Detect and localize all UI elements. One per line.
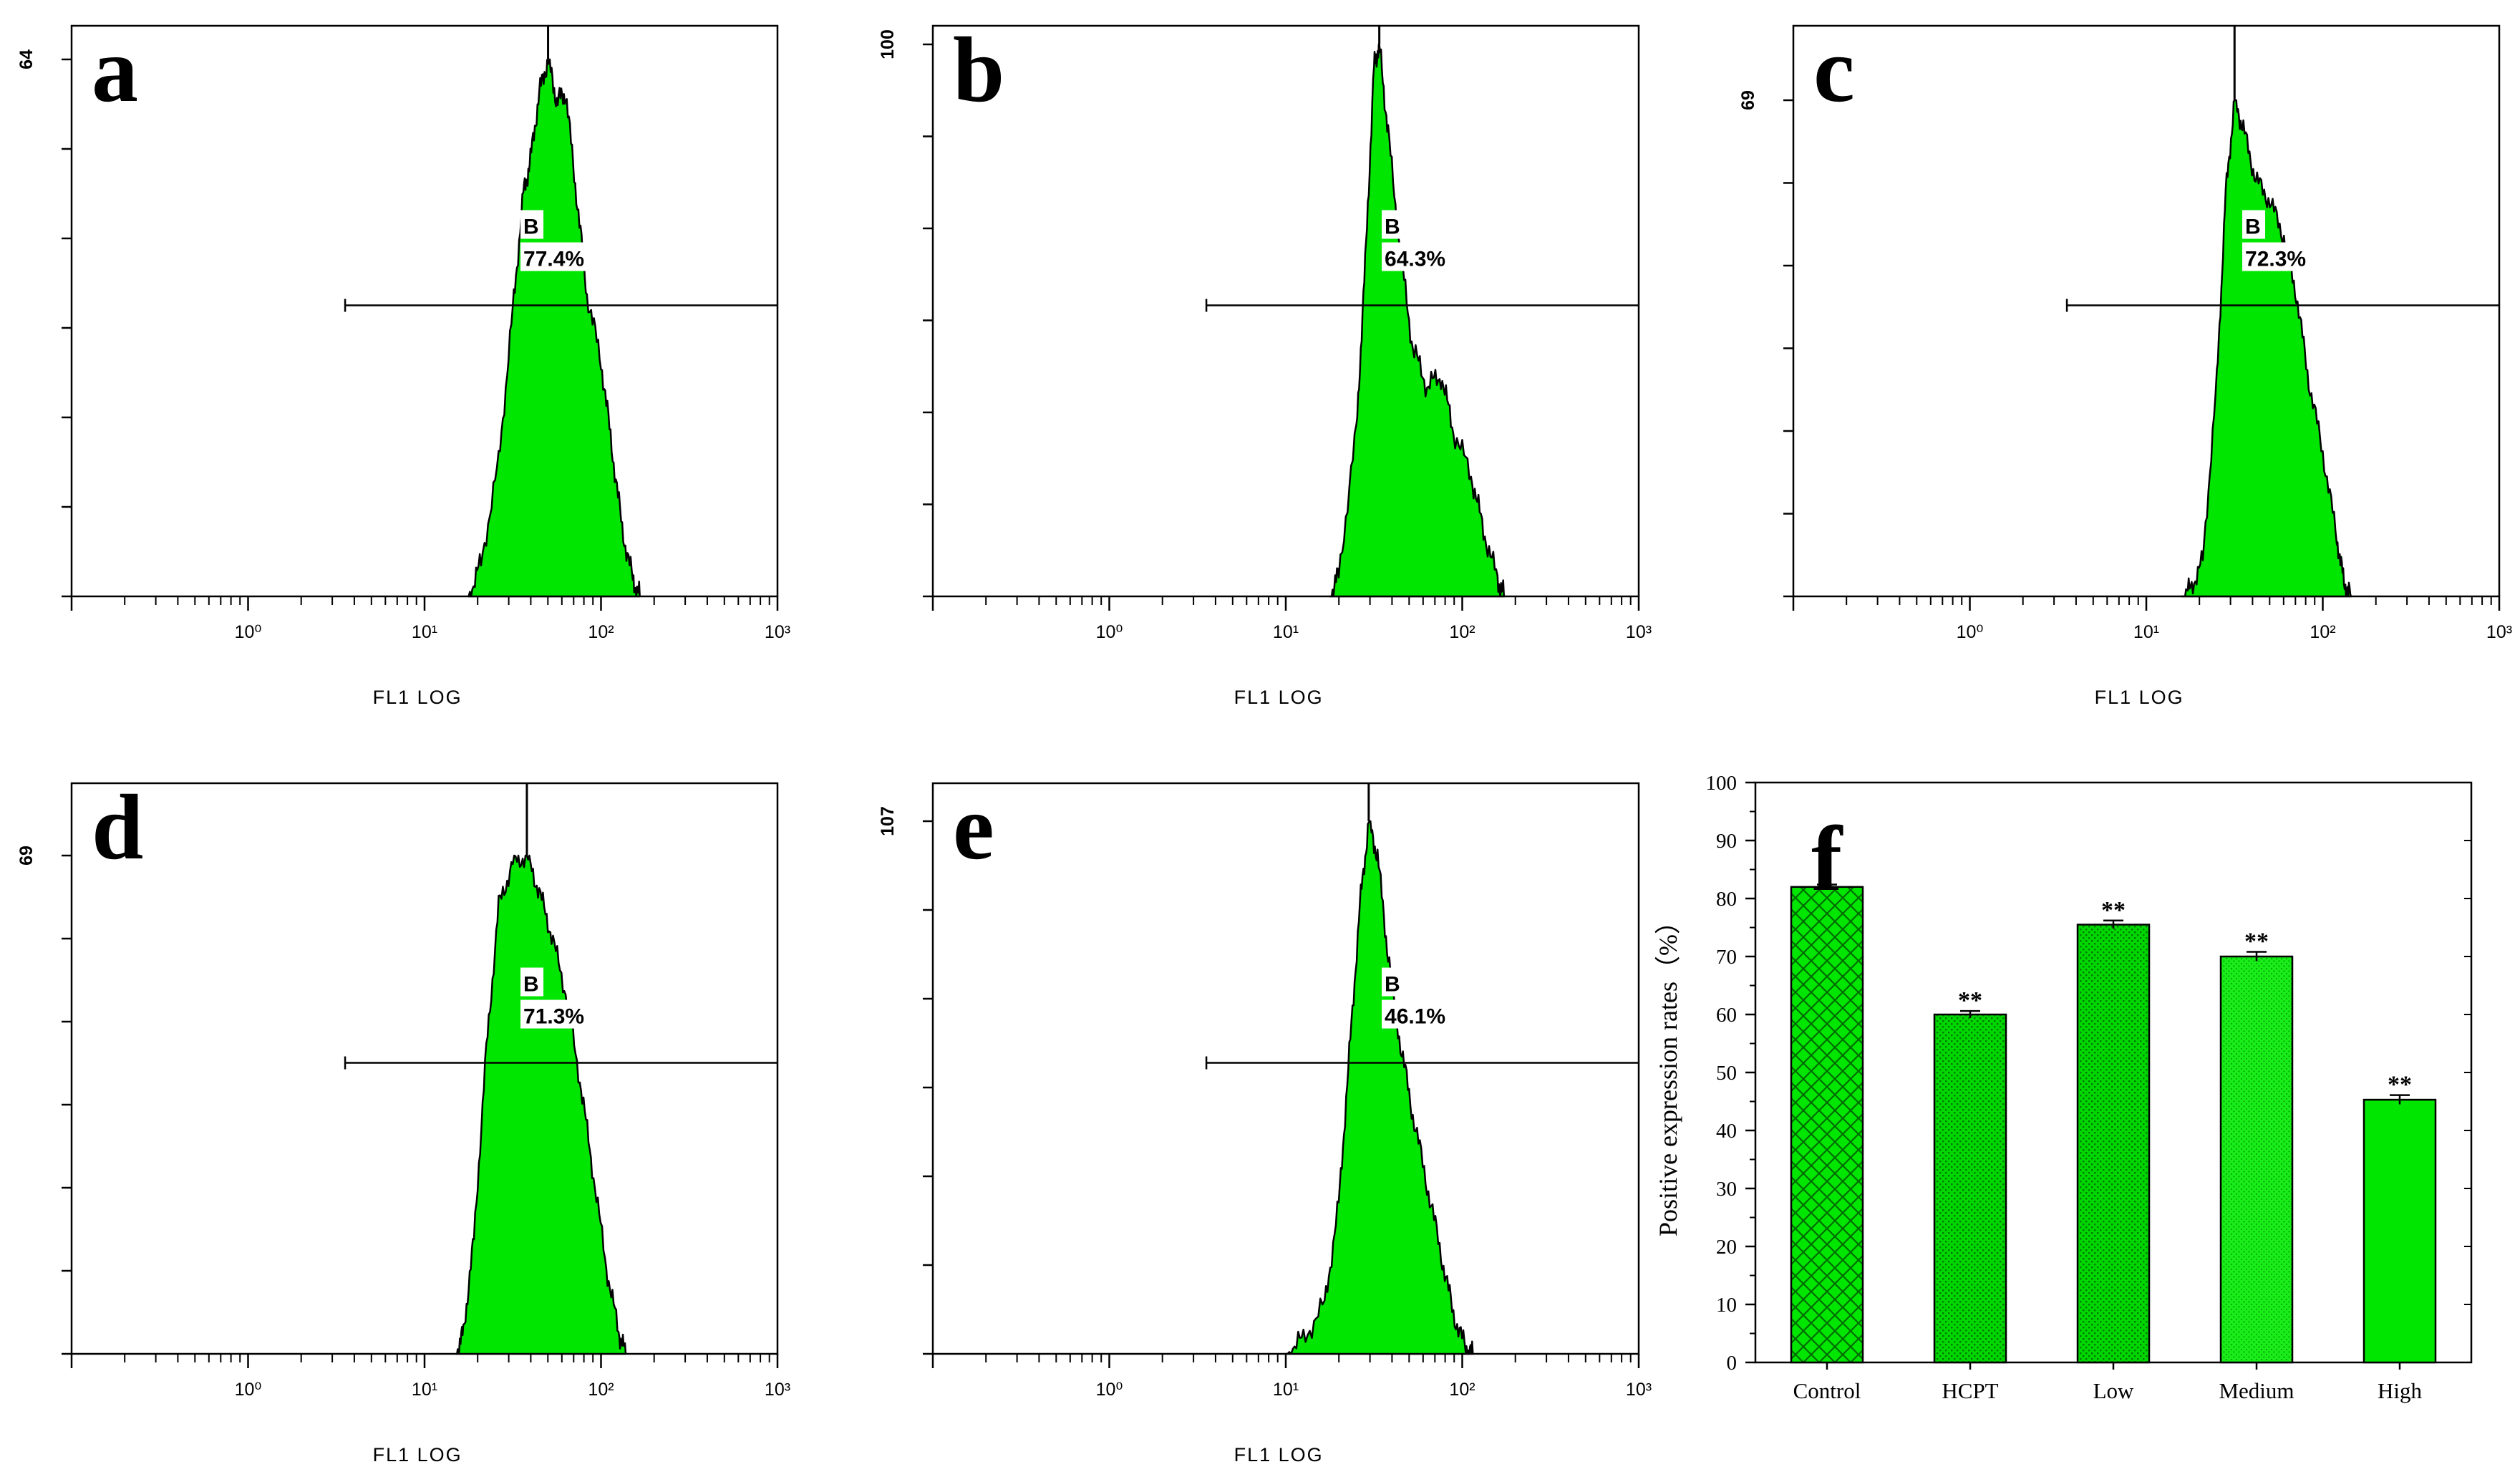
plot-frame — [931, 782, 1640, 1355]
marker-name-bg — [520, 210, 544, 239]
y-tick-label: 40 — [1716, 1120, 1737, 1143]
histogram-area — [2181, 99, 2352, 598]
panel-letter-b: b — [953, 19, 1004, 122]
x-tick-label: 10⁰ — [235, 1380, 262, 1400]
marker-value-bg — [2242, 242, 2320, 271]
marker-value: 77.4% — [523, 248, 584, 271]
panel-letter-f: f — [1811, 808, 1843, 911]
marker-name-bg — [520, 967, 544, 997]
plot-frame — [70, 24, 779, 598]
x-axis-label: FL1 LOG — [1234, 1444, 1324, 1466]
marker-value-bg — [520, 242, 598, 271]
marker-name-bg — [1382, 210, 1405, 239]
y-max-label: 64 — [16, 49, 37, 69]
marker-value: 72.3% — [2245, 248, 2306, 271]
histogram-panel-b: 100 10⁰ 10¹ 10² 10³ FL1 LOG B 64.3% b — [878, 19, 1652, 708]
x-tick-label: 10¹ — [412, 622, 437, 642]
bar-high — [2362, 1098, 2437, 1364]
x-tick-label: 10⁰ — [1096, 622, 1123, 642]
marker-name-bg — [1382, 967, 1405, 997]
histogram-area — [1284, 820, 1474, 1355]
y-max-label: 69 — [1738, 90, 1758, 110]
marker-name: B — [523, 973, 539, 997]
bar-control — [1790, 886, 1864, 1364]
significance-marker: ** — [2244, 929, 2269, 955]
x-tick-label: 10¹ — [412, 1380, 437, 1400]
x-tick-label: 10¹ — [1273, 1380, 1299, 1400]
plot-frame — [70, 782, 779, 1355]
histogram-area — [467, 58, 641, 598]
histogram-panel-a: 64 10⁰ 10¹ 10² 10³ FL1 LOG B 77.4% a — [16, 19, 790, 708]
x-axis-label: FL1 LOG — [2095, 687, 2184, 708]
x-tick-label: HCPT — [1942, 1378, 1998, 1403]
x-tick-label: 10² — [1449, 622, 1475, 642]
plot-frame — [1792, 24, 2501, 598]
marker-value: 46.1% — [1385, 1005, 1445, 1029]
bar-hcpt — [1933, 1013, 2007, 1364]
x-tick-label: 10³ — [2486, 622, 2512, 642]
bar-chart-panel-f: 0 10 20 30 40 50 60 70 80 90 100 Positive expressio… — [1654, 772, 2473, 1403]
y-tick-label: 0 — [1727, 1352, 1738, 1375]
panel-letter-d: d — [92, 776, 143, 879]
bar-medium — [2219, 955, 2294, 1364]
marker-name-bg — [2242, 210, 2266, 239]
y-tick-label: 10 — [1716, 1294, 1737, 1317]
histogram-panel-e: 107 10⁰ 10¹ 10² 10³ FL1 LOG B 46.1% e — [878, 776, 1652, 1466]
x-axis-label: FL1 LOG — [373, 687, 462, 708]
y-max-label: 100 — [878, 29, 898, 59]
x-tick-label: 10² — [2310, 622, 2335, 642]
x-tick-label: 10³ — [765, 622, 790, 642]
marker-name: B — [523, 215, 539, 239]
panel-letter-c: c — [1813, 19, 1855, 122]
x-tick-label: Medium — [2219, 1378, 2294, 1403]
marker-value: 71.3% — [523, 1005, 584, 1029]
marker-value-bg — [1382, 999, 1460, 1029]
y-tick-label: 30 — [1716, 1178, 1737, 1201]
bar-low — [2076, 924, 2151, 1364]
x-tick-label: Low — [2093, 1378, 2134, 1403]
y-tick-label: 80 — [1716, 888, 1737, 911]
y-tick-label: 90 — [1716, 830, 1737, 853]
y-max-label: 69 — [16, 846, 37, 866]
marker-value: 64.3% — [1385, 248, 1445, 271]
x-axis-label: FL1 LOG — [1234, 687, 1324, 708]
x-tick-label: 10¹ — [1273, 622, 1299, 642]
panel-letter-a: a — [92, 19, 138, 122]
x-tick-label: Control — [1793, 1378, 1861, 1403]
x-axis-label: FL1 LOG — [373, 1444, 462, 1466]
marker-name: B — [1385, 973, 1400, 997]
significance-marker: ** — [2101, 897, 2126, 924]
marker-name: B — [1385, 215, 1400, 239]
x-tick-label: 10⁰ — [235, 622, 262, 642]
marker-name: B — [2245, 215, 2261, 239]
significance-marker: ** — [1958, 987, 1982, 1014]
y-axis-label: Positive expression rates（%） — [1654, 909, 1682, 1236]
y-tick-label: 60 — [1716, 1004, 1737, 1027]
significance-marker: ** — [2388, 1072, 2412, 1098]
histogram-panel-c: 69 10⁰ 10¹ 10² 10³ FL1 LOG B 72.3% c — [1738, 19, 2512, 708]
x-tick-label: 10² — [588, 1380, 614, 1400]
y-tick-label: 50 — [1716, 1062, 1737, 1085]
marker-value-bg — [520, 999, 598, 1029]
x-tick-label: 10² — [588, 622, 614, 642]
plot-frame — [931, 24, 1640, 598]
y-tick-label: 20 — [1716, 1236, 1737, 1259]
x-tick-label: 10³ — [1626, 622, 1652, 642]
x-tick-label: 10² — [1449, 1380, 1475, 1400]
x-tick-label: 10⁰ — [1957, 622, 1984, 642]
x-tick-label: 10³ — [1626, 1380, 1652, 1400]
y-max-label: 107 — [878, 806, 898, 836]
x-tick-label: High — [2378, 1378, 2423, 1403]
y-tick-label: 100 — [1706, 772, 1738, 795]
x-tick-label: 10³ — [765, 1380, 790, 1400]
histogram-panel-d: 69 10⁰ 10¹ 10² 10³ FL1 LOG B 71.3% d — [16, 776, 790, 1466]
panel-letter-e: e — [953, 776, 994, 879]
histogram-area — [455, 854, 627, 1355]
histogram-area — [1329, 43, 1506, 598]
x-tick-label: 10¹ — [2133, 622, 2159, 642]
y-tick-label: 70 — [1716, 946, 1737, 969]
marker-value-bg — [1382, 242, 1460, 271]
x-tick-label: 10⁰ — [1096, 1380, 1123, 1400]
